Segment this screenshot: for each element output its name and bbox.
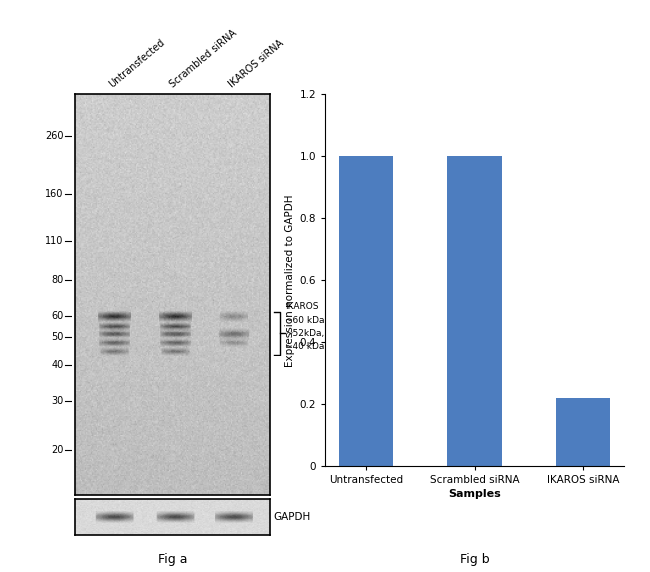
- Text: 110: 110: [46, 236, 64, 246]
- Bar: [447, 156, 502, 466]
- Text: Untransfected: Untransfected: [107, 38, 167, 90]
- Bar: [556, 398, 610, 466]
- Bar: [339, 156, 393, 466]
- Text: IKAROS
~60 kDa,
~52kDa,
~40 kDa: IKAROS ~60 kDa, ~52kDa, ~40 kDa: [285, 303, 328, 351]
- Text: 160: 160: [46, 189, 64, 200]
- Text: 80: 80: [51, 275, 64, 284]
- Text: Fig b: Fig b: [460, 553, 489, 566]
- Y-axis label: Expression normalized to GAPDH: Expression normalized to GAPDH: [285, 194, 295, 367]
- X-axis label: Samples: Samples: [448, 490, 501, 499]
- Text: 60: 60: [51, 311, 64, 321]
- Text: GAPDH: GAPDH: [273, 512, 310, 522]
- Text: 260: 260: [46, 130, 64, 141]
- Text: 20: 20: [51, 445, 64, 455]
- Text: 30: 30: [51, 396, 64, 406]
- Text: 50: 50: [51, 332, 64, 342]
- Text: 40: 40: [51, 360, 64, 370]
- Text: Scrambled siRNA: Scrambled siRNA: [168, 28, 239, 90]
- Text: IKAROS siRNA: IKAROS siRNA: [227, 38, 285, 90]
- Text: Fig a: Fig a: [157, 553, 187, 566]
